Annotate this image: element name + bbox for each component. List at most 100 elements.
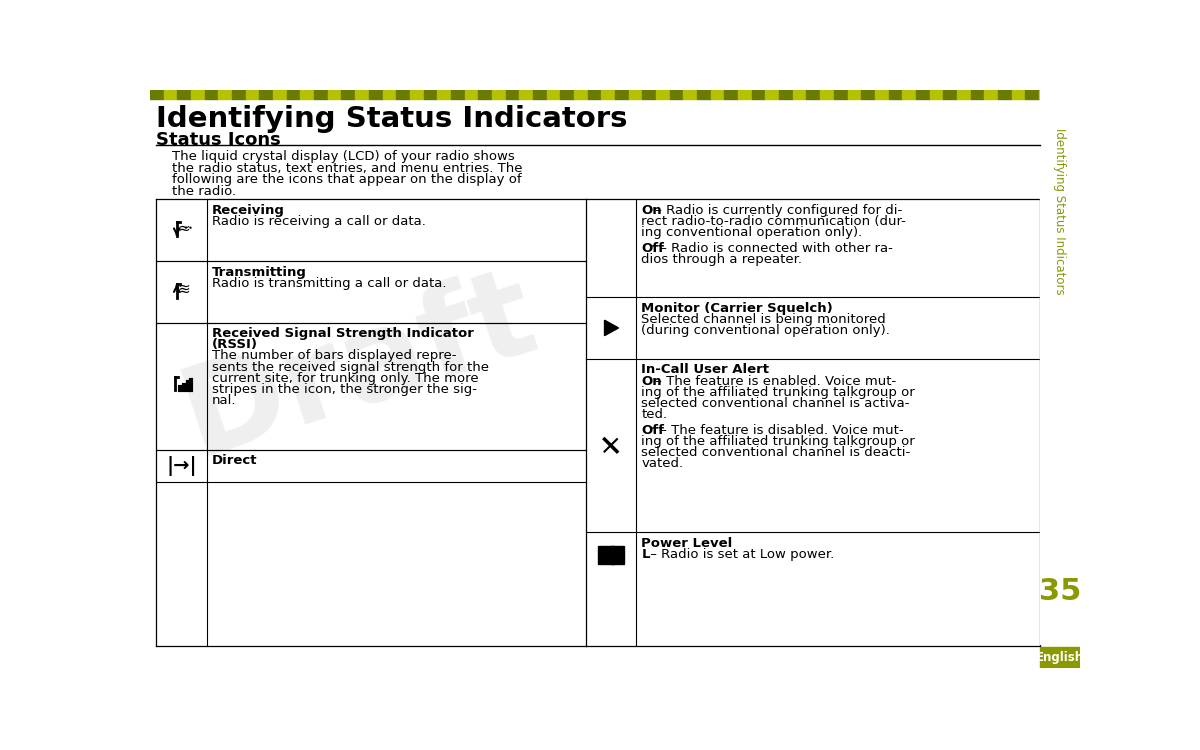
Bar [492,90,505,99]
Bar [616,90,629,99]
Text: – Radio is connected with other ra-: – Radio is connected with other ra- [656,242,893,255]
Bar [479,90,492,99]
Bar [424,90,437,99]
Bar [601,90,616,99]
Bar [259,90,274,99]
Bar [1012,90,1025,99]
Text: Transmitting: Transmitting [212,266,307,278]
Text: ing conventional operation only).: ing conventional operation only). [641,226,863,239]
Text: |→|: |→| [166,456,197,476]
Text: Monitor (Carrier Squelch): Monitor (Carrier Squelch) [641,302,833,315]
Bar [520,90,533,99]
Bar [246,90,259,99]
Bar [274,90,287,99]
Bar [464,90,479,99]
Text: nal.: nal. [212,394,236,407]
Bar [793,90,806,99]
Bar [916,90,930,99]
Bar [396,90,410,99]
Bar [710,90,725,99]
Bar [383,90,396,99]
Text: 35: 35 [1039,577,1081,606]
Text: (RSSI): (RSSI) [212,338,258,351]
Bar [342,90,355,99]
Bar [368,90,383,99]
Text: L: L [613,548,623,562]
Bar [1052,90,1067,99]
Bar [751,90,766,99]
Text: Radio is transmitting a call or data.: Radio is transmitting a call or data. [212,277,446,290]
Bar [560,90,574,99]
Text: selected conventional channel is deacti-: selected conventional channel is deacti- [641,446,911,459]
Text: ted.: ted. [641,408,667,421]
Bar [806,90,820,99]
Bar [574,90,588,99]
Text: – Radio is set at Low power.: – Radio is set at Low power. [647,548,835,561]
Bar [629,90,642,99]
Bar [875,90,888,99]
Bar [642,90,656,99]
Bar [218,90,232,99]
Bar [738,90,751,99]
Text: the radio.: the radio. [172,184,236,198]
Text: English: English [1036,651,1084,664]
Polygon shape [605,320,618,336]
Bar [533,90,547,99]
Bar [902,90,916,99]
Bar [547,90,560,99]
Bar [232,90,246,99]
Text: Status Icons: Status Icons [156,130,281,148]
Bar [150,90,163,99]
Bar [834,90,847,99]
Text: Off: Off [641,242,665,255]
Bar [766,90,779,99]
Text: Selected channel is being monitored: Selected channel is being monitored [641,313,886,326]
Text: The number of bars displayed repre-: The number of bars displayed repre- [212,350,456,362]
Bar [355,90,368,99]
Text: dios through a repeater.: dios through a repeater. [641,254,803,266]
Bar [670,90,683,99]
Text: Identifying Status Indicators: Identifying Status Indicators [1054,128,1067,296]
Bar [1067,90,1080,99]
Text: vated.: vated. [641,458,684,470]
Bar [1039,90,1080,644]
Text: Off: Off [641,424,665,436]
Text: (during conventional operation only).: (during conventional operation only). [641,324,890,337]
Text: following are the icons that appear on the display of: following are the icons that appear on t… [172,173,521,186]
Text: On: On [641,204,662,217]
Text: ing of the affiliated trunking talkgroup or: ing of the affiliated trunking talkgroup… [641,435,916,448]
Text: L: L [641,548,650,561]
Bar [943,90,956,99]
Text: The liquid crystal display (LCD) of your radio shows: The liquid crystal display (LCD) of your… [172,150,515,163]
Bar [451,90,464,99]
Text: ing of the affiliated trunking talkgroup or: ing of the affiliated trunking talkgroup… [641,386,916,399]
Text: Power Level: Power Level [641,536,732,550]
Text: – Radio is currently configured for di-: – Radio is currently configured for di- [652,204,902,217]
Text: ≋: ≋ [178,282,190,297]
Bar [984,90,998,99]
Text: On: On [641,374,662,388]
Text: Identifying Status Indicators: Identifying Status Indicators [156,106,628,134]
Bar [683,90,697,99]
Bar [437,90,451,99]
Bar [847,90,862,99]
Bar [862,90,875,99]
Text: – The feature is enabled. Voice mut-: – The feature is enabled. Voice mut- [652,374,896,388]
Bar [971,90,984,99]
Bar [697,90,710,99]
Text: Direct: Direct [212,454,258,467]
Text: ≈: ≈ [178,220,190,236]
Bar [888,90,902,99]
Bar [588,90,601,99]
Bar [287,90,300,99]
Bar [1025,90,1039,99]
Bar [1039,647,1080,668]
Bar [1039,90,1052,99]
Bar [300,90,314,99]
Text: rect radio-to-radio communication (dur-: rect radio-to-radio communication (dur- [641,215,906,228]
Text: Receiving: Receiving [212,204,284,217]
Bar [178,90,191,99]
Bar [191,90,205,99]
Bar [205,90,218,99]
Text: current site, for trunking only. The more: current site, for trunking only. The mor… [212,372,479,385]
